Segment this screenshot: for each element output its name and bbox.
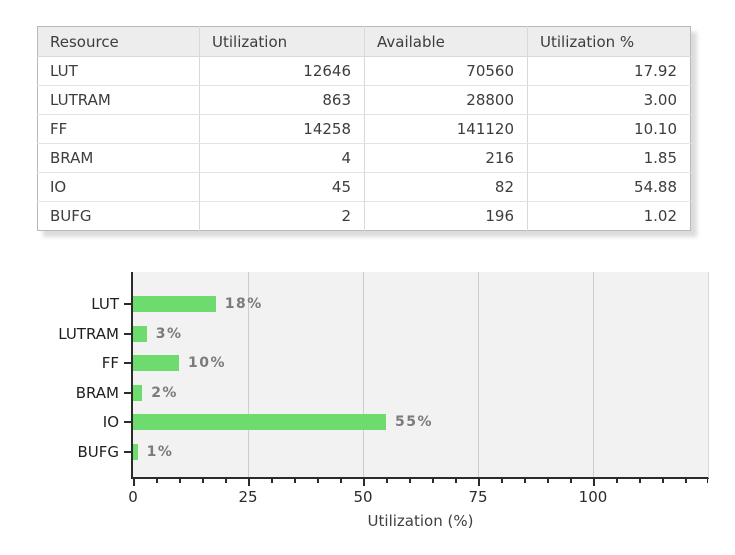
x-tick-minor bbox=[271, 479, 273, 483]
cell-available: 141120 bbox=[364, 114, 528, 144]
x-tick-minor bbox=[547, 479, 549, 483]
bar-value-label: 55% bbox=[395, 414, 434, 431]
x-tick-minor bbox=[706, 479, 708, 483]
cell-resource: FF bbox=[37, 114, 200, 144]
x-tick-minor bbox=[455, 479, 457, 483]
bar bbox=[133, 296, 216, 312]
bar-value-label: 1% bbox=[146, 444, 174, 460]
cell-utilization-pct: 1.85 bbox=[527, 143, 691, 173]
y-tick bbox=[124, 451, 131, 453]
category-label: LUTRAM bbox=[58, 324, 119, 343]
cell-utilization: 4 bbox=[199, 143, 365, 173]
table-header-row: Resource Utilization Available Utilizati… bbox=[37, 26, 691, 57]
x-tick-minor bbox=[340, 479, 342, 483]
x-tick-label: 0 bbox=[128, 488, 138, 506]
bar bbox=[133, 444, 138, 460]
cell-utilization-pct: 1.02 bbox=[643, 207, 677, 225]
utilization-table: Resource Utilization Available Utilizati… bbox=[37, 26, 691, 231]
cell-utilization: 12646 bbox=[199, 56, 365, 86]
utilization-bar-chart: LUT LUTRAM FF BRAM IO BUFG 18% 3% 10% 2% 55% 1% 0 2… bbox=[0, 272, 735, 547]
x-tick-major bbox=[593, 479, 595, 486]
x-tick-minor bbox=[639, 479, 641, 483]
cell-resource: LUTRAM bbox=[37, 85, 200, 115]
x-tick-minor bbox=[501, 479, 503, 483]
col-header-available: Available bbox=[364, 26, 528, 57]
y-tick bbox=[124, 362, 131, 365]
table-row: LUT 12646 70560 17.92 bbox=[37, 56, 691, 86]
table-row: LUTRAM 863 28800 3.00 bbox=[37, 85, 691, 115]
y-tick bbox=[124, 421, 131, 424]
x-axis-label: Utilization (%) bbox=[367, 512, 474, 530]
x-tick-minor bbox=[179, 479, 181, 483]
x-tick-minor bbox=[386, 479, 388, 483]
x-tick-minor bbox=[294, 479, 296, 483]
y-tick bbox=[124, 332, 131, 335]
bar-value-label: 2% bbox=[151, 384, 178, 401]
x-tick-major bbox=[363, 479, 365, 486]
cell-utilization-pct: 17.92 bbox=[527, 56, 691, 86]
x-tick-minor bbox=[662, 479, 664, 483]
bar bbox=[133, 325, 147, 342]
cell-utilization-pct: 54.88 bbox=[527, 172, 691, 202]
col-header-resource: Resource bbox=[37, 26, 200, 57]
table-row: BUFG 2 196 1.02 bbox=[37, 201, 691, 231]
cell-utilization: 45 bbox=[199, 172, 365, 202]
category-label: BUFG bbox=[77, 443, 119, 461]
gridline bbox=[477, 272, 479, 477]
bar bbox=[133, 355, 179, 372]
x-tick-minor bbox=[225, 479, 227, 483]
x-tick-major bbox=[248, 479, 250, 486]
cell-available: 216 bbox=[364, 143, 528, 173]
cell-resource: IO bbox=[37, 172, 200, 202]
bar-value-label: 18% bbox=[224, 296, 263, 312]
col-header-utilization-pct: Utilization % bbox=[527, 26, 691, 57]
cell-utilization: 2 bbox=[199, 201, 365, 231]
x-tick-minor bbox=[570, 479, 572, 483]
cell-available: 82 bbox=[364, 172, 528, 202]
gridline bbox=[247, 272, 249, 477]
x-tick-minor bbox=[616, 479, 618, 483]
x-tick-minor bbox=[685, 479, 687, 483]
x-tick-minor bbox=[524, 479, 526, 483]
x-tick-major bbox=[478, 479, 480, 486]
table-row: BRAM 4 216 1.85 bbox=[37, 143, 691, 173]
cell-resource: BUFG bbox=[37, 201, 200, 231]
col-header-utilization: Utilization bbox=[199, 26, 365, 57]
y-tick bbox=[124, 303, 131, 305]
x-tick-minor bbox=[202, 479, 204, 483]
gridline bbox=[592, 272, 594, 477]
x-tick-label: 25 bbox=[238, 488, 258, 506]
bar-value-label: 3% bbox=[155, 325, 183, 342]
bar bbox=[133, 384, 143, 401]
table-row: IO 45 82 54.88 bbox=[37, 172, 691, 202]
cell-utilization: 863 bbox=[199, 85, 365, 115]
category-label: BRAM bbox=[75, 383, 119, 402]
cell-available: 28800 bbox=[364, 85, 528, 115]
cell-utilization-pct: 3.00 bbox=[527, 85, 691, 115]
x-tick-label: 100 bbox=[578, 488, 608, 506]
category-label: IO bbox=[102, 413, 119, 432]
x-tick-minor bbox=[409, 479, 411, 483]
x-tick-minor bbox=[156, 479, 158, 483]
cell-resource: BRAM bbox=[37, 143, 200, 173]
cell-available: 196 bbox=[364, 201, 528, 231]
category-label: FF bbox=[101, 354, 119, 373]
table-row: FF 14258 141120 10.10 bbox=[37, 114, 691, 144]
gridline bbox=[362, 272, 364, 477]
x-tick-minor bbox=[432, 479, 434, 483]
plot-area: 18% 3% 10% 2% 55% 1% bbox=[131, 272, 709, 479]
x-tick-minor bbox=[317, 479, 319, 483]
bar bbox=[133, 414, 386, 431]
cell-resource: LUT bbox=[37, 56, 200, 86]
y-tick bbox=[124, 391, 131, 394]
cell-utilization-pct: 10.10 bbox=[527, 114, 691, 144]
x-tick-label: 75 bbox=[468, 488, 488, 506]
x-axis: 0 25 50 75 100 bbox=[128, 479, 708, 519]
cell-available: 70560 bbox=[364, 56, 528, 86]
x-tick-label: 50 bbox=[353, 488, 373, 506]
category-label: LUT bbox=[91, 295, 119, 313]
x-tick-major bbox=[133, 479, 135, 486]
cell-utilization: 14258 bbox=[199, 114, 365, 144]
bar-value-label: 10% bbox=[188, 355, 227, 372]
